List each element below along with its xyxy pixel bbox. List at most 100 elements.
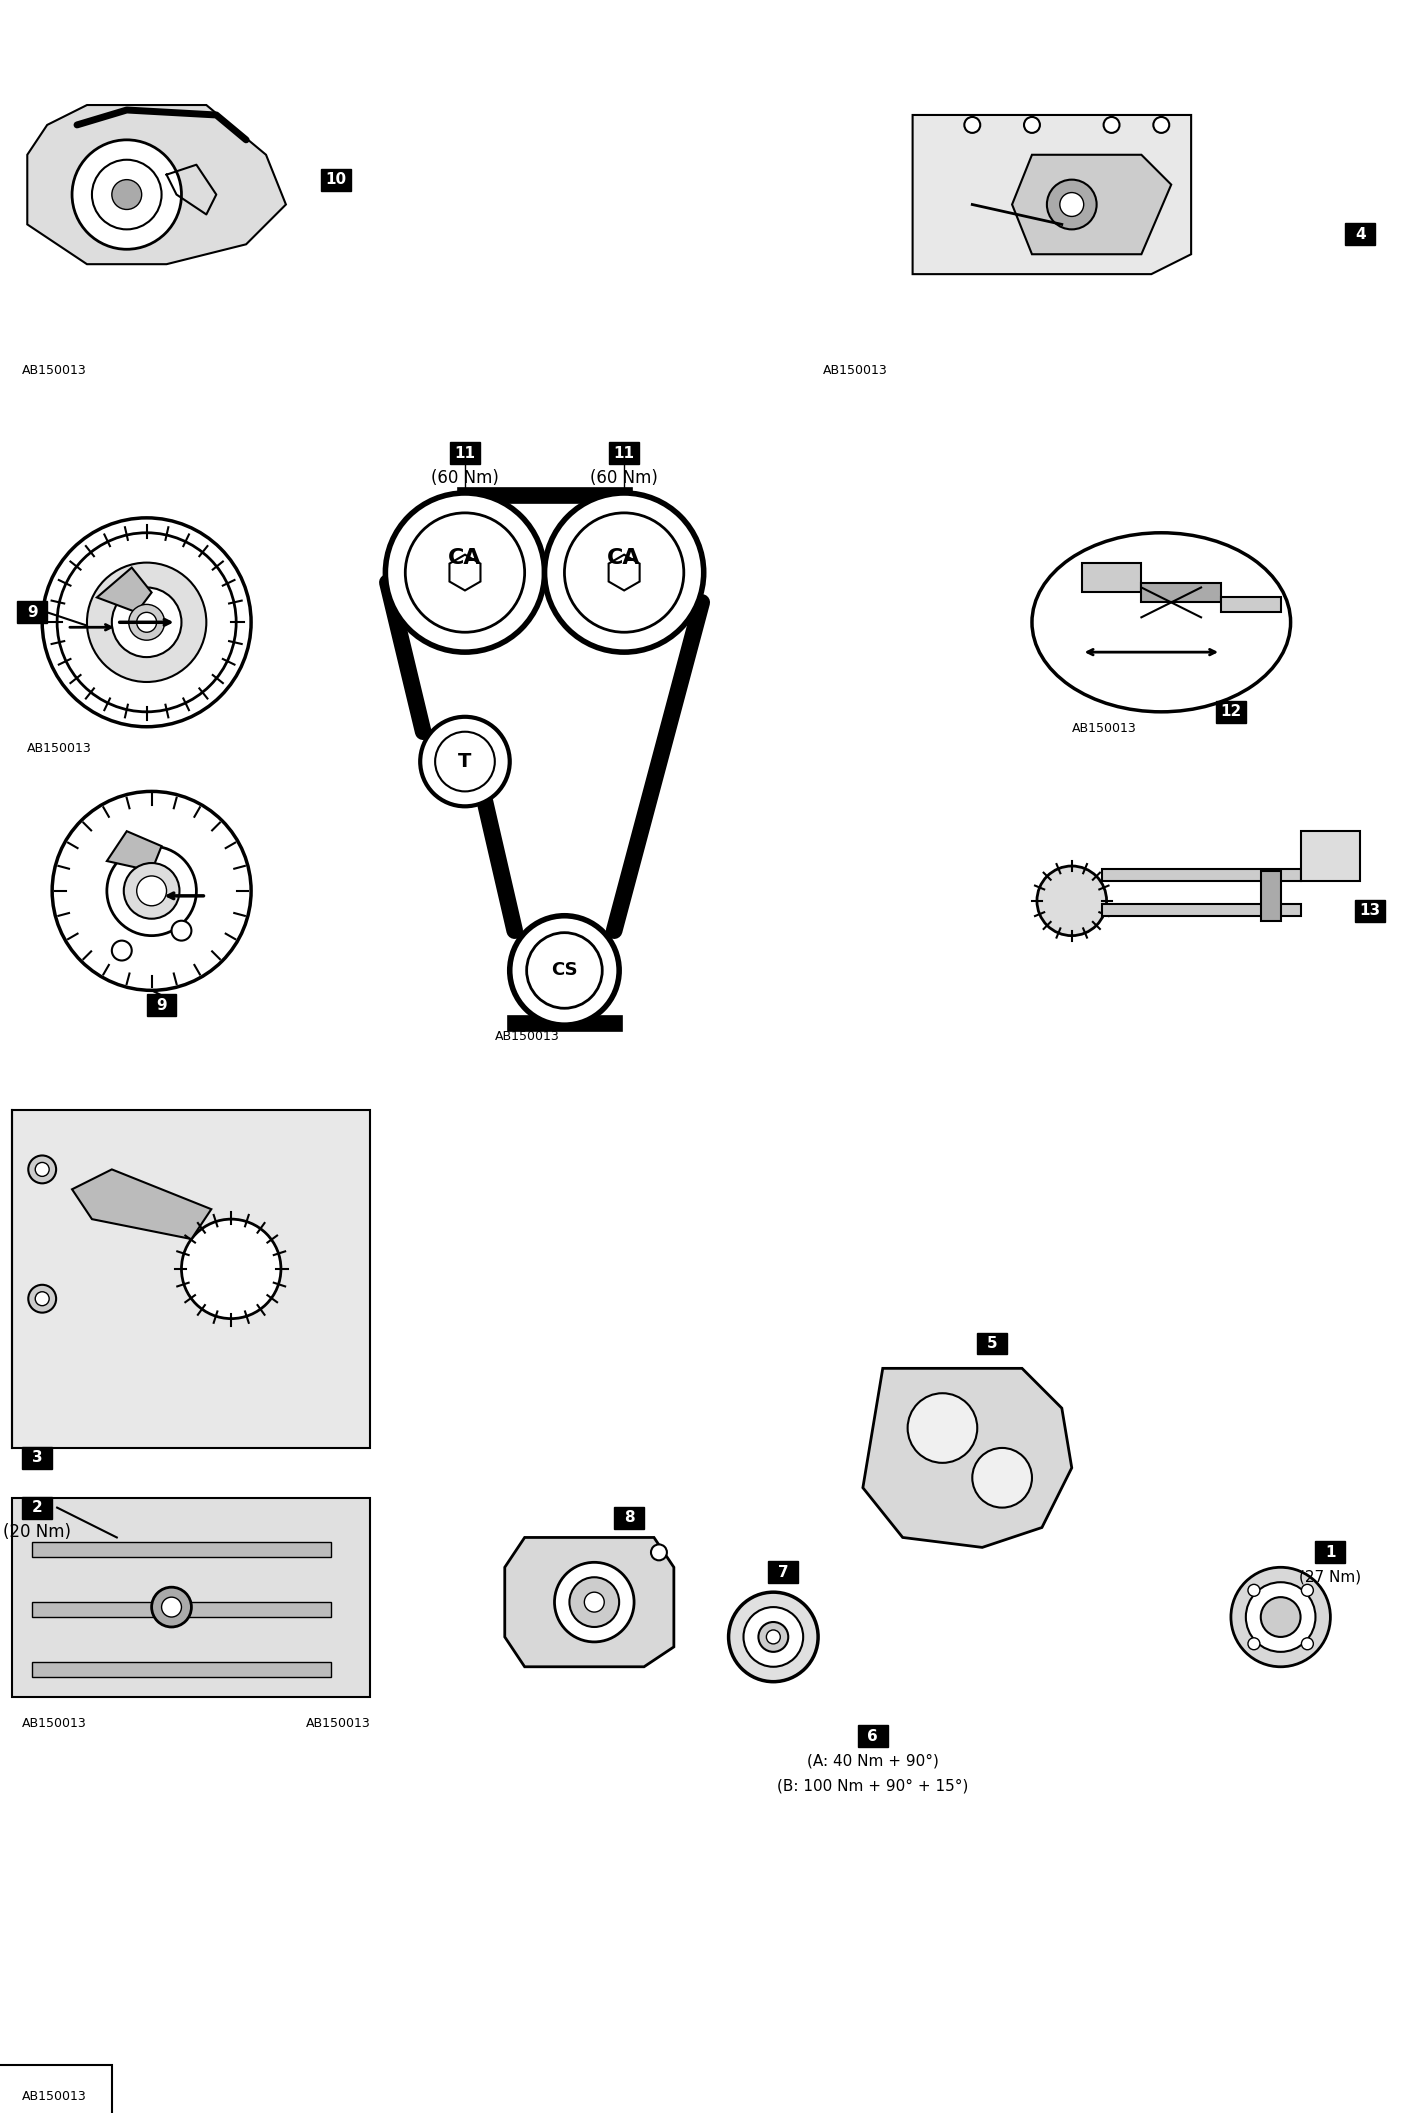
Circle shape [181, 1219, 281, 1319]
Circle shape [28, 1156, 56, 1183]
Text: (60 Nm): (60 Nm) [590, 469, 658, 488]
Bar [1082, 562, 1141, 592]
Text: CA: CA [607, 547, 641, 568]
Bar [1102, 904, 1301, 915]
Polygon shape [608, 554, 639, 590]
FancyBboxPatch shape [320, 169, 351, 190]
Text: (A: 40 Nm + 90°): (A: 40 Nm + 90°) [806, 1754, 939, 1769]
Circle shape [1248, 1585, 1260, 1595]
Text: 5: 5 [986, 1335, 998, 1350]
Circle shape [908, 1392, 978, 1462]
Text: (B: 100 Nm + 90° + 15°): (B: 100 Nm + 90° + 15°) [777, 1779, 968, 1794]
Bar [1221, 598, 1280, 613]
Text: 10: 10 [325, 171, 346, 188]
Circle shape [1246, 1583, 1315, 1652]
Circle shape [171, 921, 191, 940]
Circle shape [107, 845, 197, 936]
FancyBboxPatch shape [1215, 702, 1246, 723]
Circle shape [385, 492, 545, 653]
Circle shape [1231, 1568, 1331, 1667]
Circle shape [1059, 192, 1083, 216]
Bar [13, 1498, 371, 1697]
Circle shape [420, 716, 510, 807]
Text: 4: 4 [1354, 226, 1366, 241]
Text: (27 Nm): (27 Nm) [1300, 1570, 1361, 1585]
Text: AB150013: AB150013 [22, 363, 87, 376]
Circle shape [1301, 1585, 1314, 1595]
Text: AB150013: AB150013 [495, 1031, 559, 1044]
Text: AB150013: AB150013 [1072, 723, 1137, 735]
Text: AB150013: AB150013 [27, 742, 93, 754]
Circle shape [759, 1623, 788, 1652]
Bar [32, 1542, 330, 1557]
Text: AB150013: AB150013 [306, 1716, 371, 1731]
Bar [1301, 830, 1360, 881]
Circle shape [136, 613, 156, 632]
Text: 3: 3 [32, 1450, 42, 1466]
Bar [32, 1602, 330, 1616]
Text: AB150013: AB150013 [22, 1716, 87, 1731]
Text: (20 Nm): (20 Nm) [3, 1523, 72, 1542]
Circle shape [1260, 1597, 1301, 1638]
Circle shape [510, 915, 620, 1025]
Text: AB150013: AB150013 [823, 363, 888, 376]
FancyBboxPatch shape [614, 1507, 643, 1528]
Polygon shape [1012, 154, 1172, 254]
Text: 2: 2 [32, 1500, 42, 1515]
Circle shape [87, 562, 207, 682]
Polygon shape [107, 830, 162, 871]
Circle shape [964, 116, 981, 133]
Circle shape [743, 1608, 804, 1667]
Circle shape [1301, 1638, 1314, 1650]
FancyBboxPatch shape [1356, 900, 1385, 921]
Circle shape [52, 792, 251, 991]
FancyBboxPatch shape [610, 442, 639, 465]
Text: CS: CS [551, 961, 577, 980]
FancyBboxPatch shape [1315, 1542, 1346, 1564]
Circle shape [112, 940, 132, 961]
Circle shape [152, 1587, 191, 1627]
FancyBboxPatch shape [22, 1496, 52, 1519]
Circle shape [124, 862, 180, 919]
FancyBboxPatch shape [146, 995, 177, 1016]
Circle shape [72, 139, 181, 249]
FancyBboxPatch shape [1346, 224, 1375, 245]
Circle shape [651, 1545, 667, 1559]
Circle shape [42, 518, 251, 727]
Text: 11: 11 [614, 446, 635, 461]
Polygon shape [504, 1538, 674, 1667]
FancyBboxPatch shape [17, 602, 48, 623]
Text: 12: 12 [1221, 704, 1242, 718]
Text: (60 Nm): (60 Nm) [431, 469, 499, 488]
Circle shape [1154, 116, 1169, 133]
Circle shape [35, 1162, 49, 1177]
Text: 7: 7 [778, 1566, 788, 1581]
Circle shape [729, 1593, 818, 1682]
Polygon shape [913, 114, 1191, 275]
Text: 9: 9 [27, 604, 38, 619]
Circle shape [555, 1562, 634, 1642]
Text: T: T [458, 752, 472, 771]
Polygon shape [72, 1168, 211, 1238]
Polygon shape [863, 1369, 1072, 1547]
Circle shape [35, 1291, 49, 1306]
FancyBboxPatch shape [858, 1726, 888, 1747]
Text: 11: 11 [454, 446, 475, 461]
Circle shape [112, 587, 181, 657]
Circle shape [1103, 116, 1120, 133]
FancyBboxPatch shape [978, 1333, 1007, 1354]
Polygon shape [450, 554, 481, 590]
Circle shape [162, 1597, 181, 1616]
Circle shape [1047, 180, 1097, 230]
Text: 6: 6 [867, 1728, 878, 1743]
Circle shape [1024, 116, 1040, 133]
Ellipse shape [1031, 532, 1291, 712]
Circle shape [584, 1593, 604, 1612]
Circle shape [1037, 866, 1107, 936]
Text: 9: 9 [156, 997, 167, 1012]
Circle shape [1248, 1638, 1260, 1650]
FancyBboxPatch shape [22, 1447, 52, 1469]
Bar [13, 1109, 371, 1447]
Polygon shape [27, 106, 285, 264]
Circle shape [545, 492, 704, 653]
